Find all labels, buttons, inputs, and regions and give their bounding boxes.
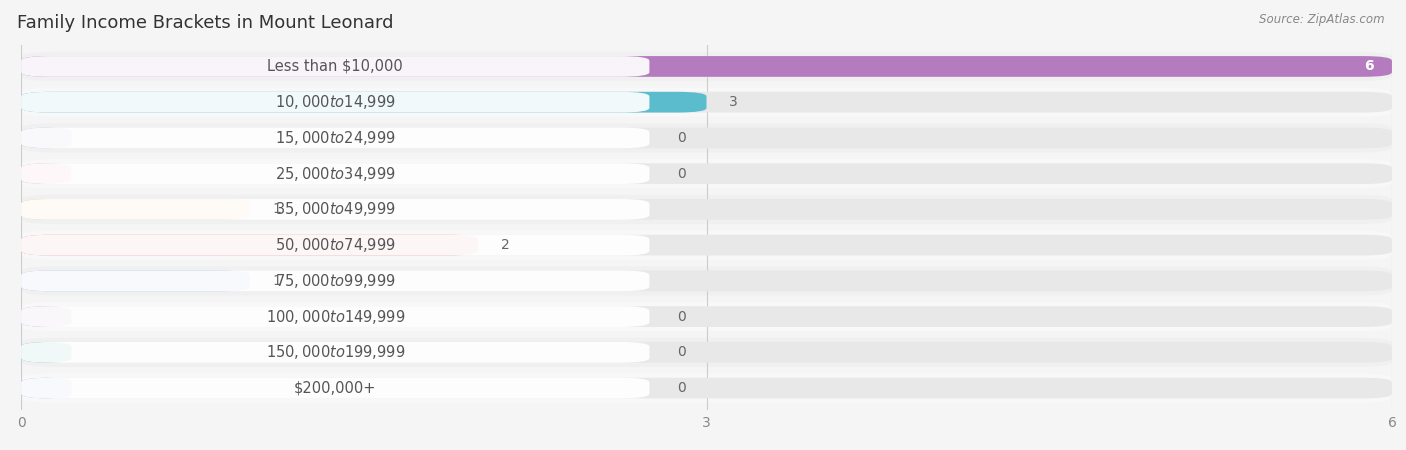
Text: Source: ZipAtlas.com: Source: ZipAtlas.com [1260,14,1385,27]
FancyBboxPatch shape [21,87,1392,117]
Text: Family Income Brackets in Mount Leonard: Family Income Brackets in Mount Leonard [17,14,394,32]
FancyBboxPatch shape [21,159,1392,188]
Text: 0: 0 [676,166,686,180]
Text: $25,000 to $34,999: $25,000 to $34,999 [274,165,395,183]
FancyBboxPatch shape [21,342,1392,363]
Text: Less than $10,000: Less than $10,000 [267,59,404,74]
FancyBboxPatch shape [21,123,1392,153]
FancyBboxPatch shape [21,338,1392,367]
FancyBboxPatch shape [21,163,72,184]
FancyBboxPatch shape [21,342,72,363]
FancyBboxPatch shape [21,195,1392,224]
Text: 0: 0 [676,345,686,359]
FancyBboxPatch shape [21,199,1392,220]
FancyBboxPatch shape [21,92,650,112]
FancyBboxPatch shape [21,378,650,398]
Text: $100,000 to $149,999: $100,000 to $149,999 [266,308,405,326]
FancyBboxPatch shape [21,306,72,327]
Text: $75,000 to $99,999: $75,000 to $99,999 [274,272,395,290]
FancyBboxPatch shape [21,302,1392,331]
Text: 1: 1 [273,274,281,288]
Text: $15,000 to $24,999: $15,000 to $24,999 [274,129,395,147]
FancyBboxPatch shape [21,163,650,184]
FancyBboxPatch shape [21,270,650,291]
FancyBboxPatch shape [21,56,1392,77]
Text: 3: 3 [730,95,738,109]
FancyBboxPatch shape [21,56,650,77]
Text: $10,000 to $14,999: $10,000 to $14,999 [274,93,395,111]
Text: 0: 0 [676,310,686,324]
Text: 2: 2 [501,238,509,252]
FancyBboxPatch shape [21,378,1392,398]
FancyBboxPatch shape [21,342,650,363]
Text: $150,000 to $199,999: $150,000 to $199,999 [266,343,405,361]
FancyBboxPatch shape [21,127,72,148]
FancyBboxPatch shape [21,235,478,256]
FancyBboxPatch shape [21,270,250,291]
FancyBboxPatch shape [21,92,1392,112]
FancyBboxPatch shape [21,163,1392,184]
FancyBboxPatch shape [21,92,707,112]
FancyBboxPatch shape [21,235,1392,256]
FancyBboxPatch shape [21,306,1392,327]
FancyBboxPatch shape [21,230,1392,260]
FancyBboxPatch shape [21,235,650,256]
FancyBboxPatch shape [21,266,1392,296]
FancyBboxPatch shape [21,378,72,398]
Text: 0: 0 [676,131,686,145]
Text: $35,000 to $49,999: $35,000 to $49,999 [274,200,395,218]
Text: 6: 6 [1364,59,1374,73]
FancyBboxPatch shape [21,270,1392,291]
FancyBboxPatch shape [21,374,1392,403]
Text: 0: 0 [676,381,686,395]
FancyBboxPatch shape [21,127,650,148]
FancyBboxPatch shape [21,56,1392,77]
FancyBboxPatch shape [21,199,250,220]
FancyBboxPatch shape [21,306,650,327]
Text: $50,000 to $74,999: $50,000 to $74,999 [274,236,395,254]
Text: $200,000+: $200,000+ [294,381,377,396]
FancyBboxPatch shape [21,199,650,220]
FancyBboxPatch shape [21,127,1392,148]
FancyBboxPatch shape [21,52,1392,81]
Text: 1: 1 [273,202,281,216]
